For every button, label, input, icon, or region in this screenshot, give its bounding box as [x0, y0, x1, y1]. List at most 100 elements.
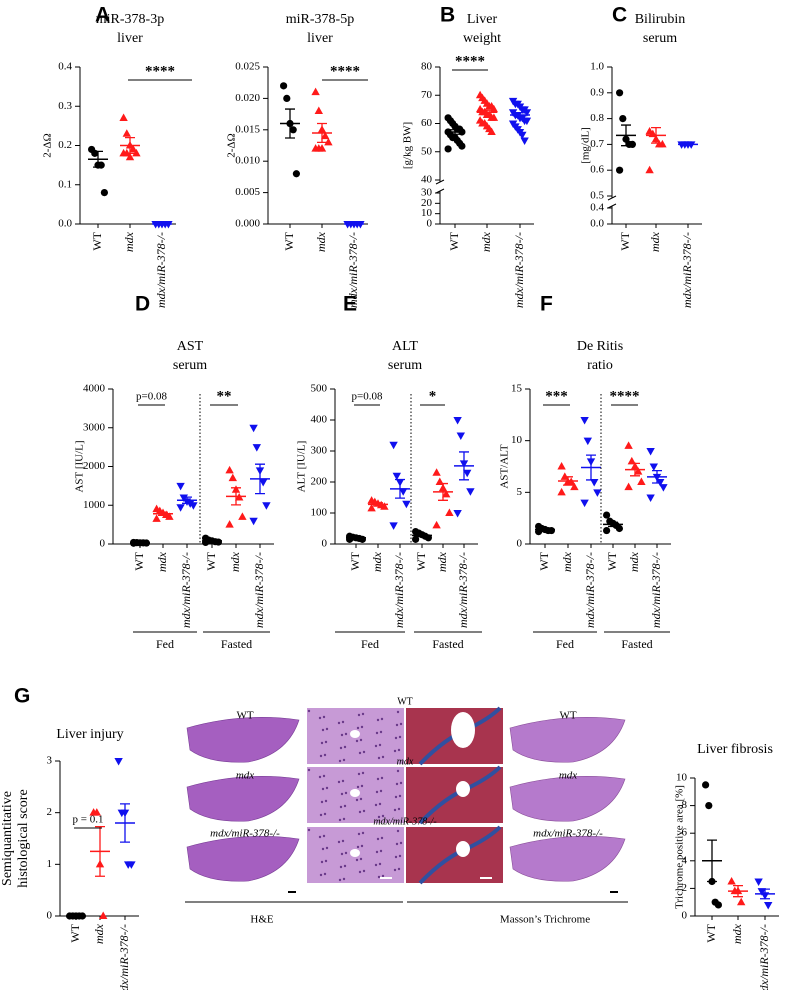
chart-title: weight [463, 31, 501, 46]
data-point [463, 469, 472, 478]
data-point [238, 512, 247, 520]
chart-title: De Ritis [577, 339, 623, 354]
data-point [252, 444, 261, 452]
he-texture [325, 727, 329, 731]
chart-title: miR-378-3p [96, 12, 164, 27]
he-texture [338, 878, 342, 882]
significance-label: **** [145, 63, 175, 79]
x-tick-label: mdx [435, 551, 449, 572]
he-texture [320, 860, 324, 864]
y-tick-label: 0.020 [235, 92, 260, 104]
y-tick-label: 0.5 [590, 190, 604, 202]
chart-title: miR-378-5p [286, 12, 354, 27]
significance-label: * [429, 388, 437, 404]
y-axis-label: AST [IU/L] [74, 440, 86, 492]
error-bar [255, 463, 265, 495]
he-texture [322, 715, 326, 719]
data-point [389, 522, 398, 530]
data-point [487, 127, 496, 135]
y-tick-label: 300 [311, 445, 328, 457]
he-texture [307, 768, 311, 772]
error-bar [651, 126, 661, 144]
data-point [179, 494, 188, 502]
he-texture [324, 740, 328, 744]
data-point [570, 482, 579, 491]
he-texture [339, 746, 343, 750]
x-tick-label: WT [605, 551, 619, 570]
y-tick-label: 0 [517, 538, 523, 550]
chart-title: serum [643, 31, 677, 46]
error-bar [652, 469, 662, 484]
error-bar [93, 150, 103, 168]
data-point [580, 417, 589, 425]
data-point [122, 129, 131, 137]
data-point [624, 482, 633, 491]
error-bar [630, 462, 640, 477]
x-tick-label: mdx [730, 923, 744, 944]
x-tick-label: mdx [314, 231, 328, 252]
y-tick-label: 8 [682, 799, 688, 811]
he-texture [398, 854, 402, 858]
he-texture [360, 844, 364, 848]
data-point [225, 465, 234, 474]
data-point [466, 488, 475, 496]
data-point [392, 472, 401, 481]
he-texture [375, 731, 379, 735]
he-texture [377, 815, 381, 819]
data-point [129, 144, 138, 153]
x-tick-label: mdx [370, 551, 384, 572]
he-texture [374, 863, 378, 867]
data-point [616, 166, 624, 174]
he-texture [321, 728, 325, 732]
chart-title: liver [117, 31, 143, 46]
panel-letter: D [135, 293, 150, 316]
data-point [445, 508, 454, 516]
he-texture [325, 786, 329, 790]
he-texture [399, 781, 403, 785]
he-texture [374, 744, 378, 748]
y-tick-label: 0.025 [235, 61, 260, 73]
panel-letter: F [540, 293, 553, 316]
data-point [225, 520, 234, 528]
histology-label: mdx [559, 770, 577, 782]
panel-letter: B [440, 4, 455, 27]
histology-lobe [509, 836, 626, 882]
y-axis-label: 2-ΔΩ [42, 133, 54, 157]
data-point [283, 94, 291, 102]
axis-break [607, 203, 617, 209]
data-point [522, 117, 532, 126]
significance-label: **** [330, 63, 360, 79]
x-tick-label: WT [204, 551, 218, 570]
data-point [560, 472, 569, 480]
he-texture [358, 751, 362, 755]
y-tick-label: 0.6 [590, 164, 604, 176]
data-point [458, 142, 466, 150]
he-texture [376, 837, 380, 841]
y-tick-label: 1000 [83, 499, 106, 511]
data-point [637, 477, 646, 485]
data-point [289, 126, 297, 134]
data-point [176, 482, 185, 491]
error-bar [207, 539, 217, 543]
significance-label: p = 0.1 [73, 814, 104, 826]
y-tick-label: 100 [311, 507, 328, 519]
y-tick-label: 3 [47, 755, 53, 767]
data-point [176, 504, 185, 512]
he-texture [322, 834, 326, 838]
chart-title: Liver injury [56, 727, 123, 742]
x-tick-label: WT [414, 551, 428, 570]
he-texture [322, 774, 326, 778]
x-tick-label: WT [704, 923, 718, 942]
he-texture [321, 847, 325, 851]
data-point [127, 861, 136, 869]
he-texture [359, 738, 363, 742]
x-tick-label: mdx/miR-378-/- [346, 232, 360, 308]
he-texture [380, 717, 384, 721]
data-point [453, 417, 462, 425]
y-tick-label: 60 [421, 117, 433, 129]
error-bar [95, 825, 105, 877]
he-texture [340, 733, 344, 737]
data-point [152, 514, 161, 522]
chart-title: serum [173, 358, 207, 373]
